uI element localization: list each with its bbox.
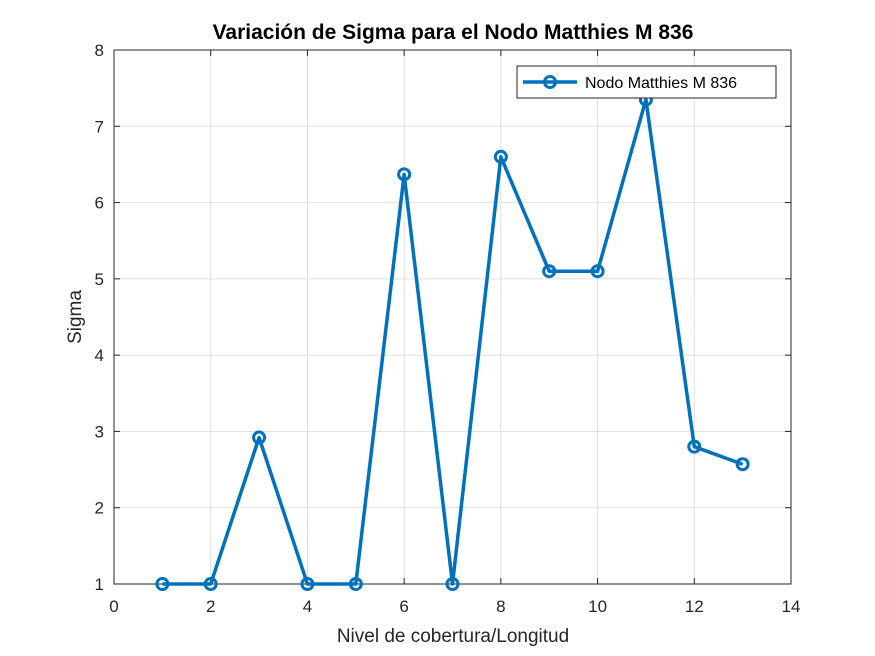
y-tick-label: 1: [95, 575, 104, 594]
legend-entry-label: Nodo Matthies M 836: [585, 75, 737, 92]
y-tick-label: 4: [95, 346, 104, 365]
legend-marker-swatch: [543, 75, 557, 89]
data-point[interactable]: [397, 167, 412, 182]
data-point[interactable]: [252, 430, 267, 445]
data-point[interactable]: [687, 439, 702, 454]
data-point[interactable]: [203, 577, 218, 591]
legend[interactable]: Nodo Matthies M 836: [516, 65, 777, 99]
data-point[interactable]: [445, 577, 460, 591]
y-axis-label: Sigma: [65, 290, 86, 344]
series-layer: [155, 92, 750, 591]
y-tick-label: 3: [95, 422, 104, 441]
x-tick-label: 8: [496, 597, 505, 616]
y-tick-label: 8: [95, 41, 104, 60]
chart-title: Variación de Sigma para el Nodo Matthies…: [213, 21, 694, 44]
x-tick-label: 10: [588, 597, 607, 616]
x-tick-label: 0: [109, 597, 118, 616]
data-point[interactable]: [155, 577, 170, 591]
data-point[interactable]: [542, 264, 557, 279]
data-point[interactable]: [300, 577, 315, 591]
x-tick-label: 14: [782, 597, 801, 616]
x-tick-label: 2: [206, 597, 215, 616]
grid-lines: [113, 49, 792, 585]
x-tick-label: 4: [303, 597, 312, 616]
x-axis-label: Nivel de cobertura/Longitud: [337, 626, 569, 647]
data-point[interactable]: [590, 264, 605, 279]
x-tick-label: 6: [399, 597, 408, 616]
data-point[interactable]: [735, 457, 750, 472]
x-tick-label: 12: [685, 597, 704, 616]
y-tick-label: 5: [95, 270, 104, 289]
y-tick-label: 7: [95, 117, 104, 136]
y-tick-label: 2: [95, 499, 104, 518]
plot-area-frame: [113, 49, 792, 585]
data-point[interactable]: [493, 149, 508, 164]
data-point[interactable]: [348, 577, 363, 591]
y-tick-label: 6: [95, 194, 104, 213]
series-line: [162, 97, 744, 586]
